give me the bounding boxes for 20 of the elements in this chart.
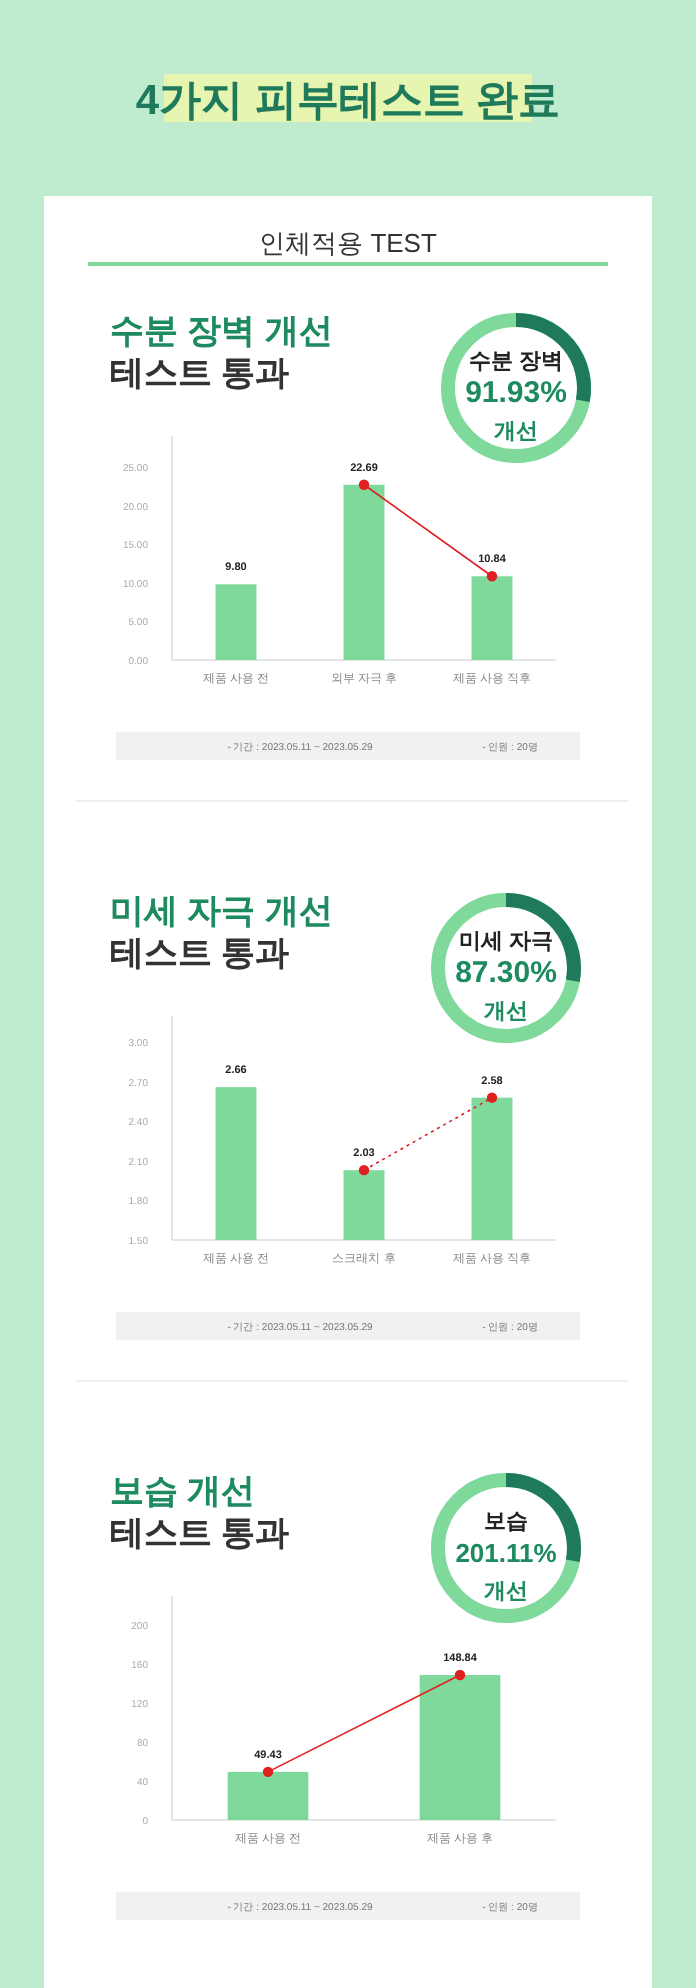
- text: 201.11%: [455, 1538, 558, 1568]
- text: 수분 장벽: [468, 350, 564, 374]
- text: 보습: [484, 1510, 528, 1534]
- text: 4가지 피부테스트 완료: [135, 78, 561, 124]
- bar: [343, 484, 385, 660]
- chart-title: 보습 개선: [110, 1472, 256, 1510]
- chart-subtitle: 테스트 통과: [110, 1514, 290, 1552]
- bar: [471, 576, 513, 660]
- text: 인체적용 TEST: [259, 228, 437, 258]
- chart-subtitle: 테스트 통과: [110, 354, 290, 392]
- chart-title: 수분 장벽 개선: [110, 312, 333, 350]
- chart-subtitle: 테스트 통과: [110, 934, 290, 972]
- text: 미세 자극: [458, 930, 554, 954]
- text: 91.93%: [465, 376, 567, 410]
- annotation: 개선: [494, 420, 538, 444]
- bar: [215, 584, 257, 660]
- annotation: 개선: [484, 1580, 528, 1604]
- annotation: 개선: [484, 1000, 528, 1024]
- text: 87.30%: [455, 956, 557, 990]
- chart-title: 미세 자극 개선: [110, 892, 333, 930]
